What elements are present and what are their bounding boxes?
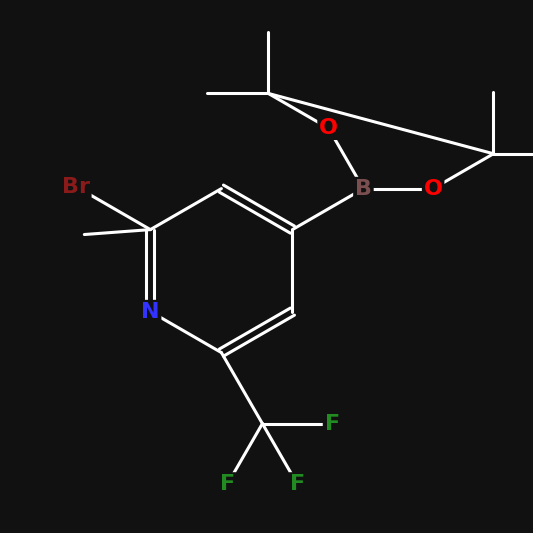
Text: B: B xyxy=(355,179,372,199)
Text: O: O xyxy=(424,179,442,199)
Text: F: F xyxy=(325,414,340,434)
Text: F: F xyxy=(290,474,305,494)
Text: Br: Br xyxy=(62,176,90,197)
Text: F: F xyxy=(220,474,235,494)
Text: N: N xyxy=(141,302,160,321)
Text: O: O xyxy=(319,118,338,138)
